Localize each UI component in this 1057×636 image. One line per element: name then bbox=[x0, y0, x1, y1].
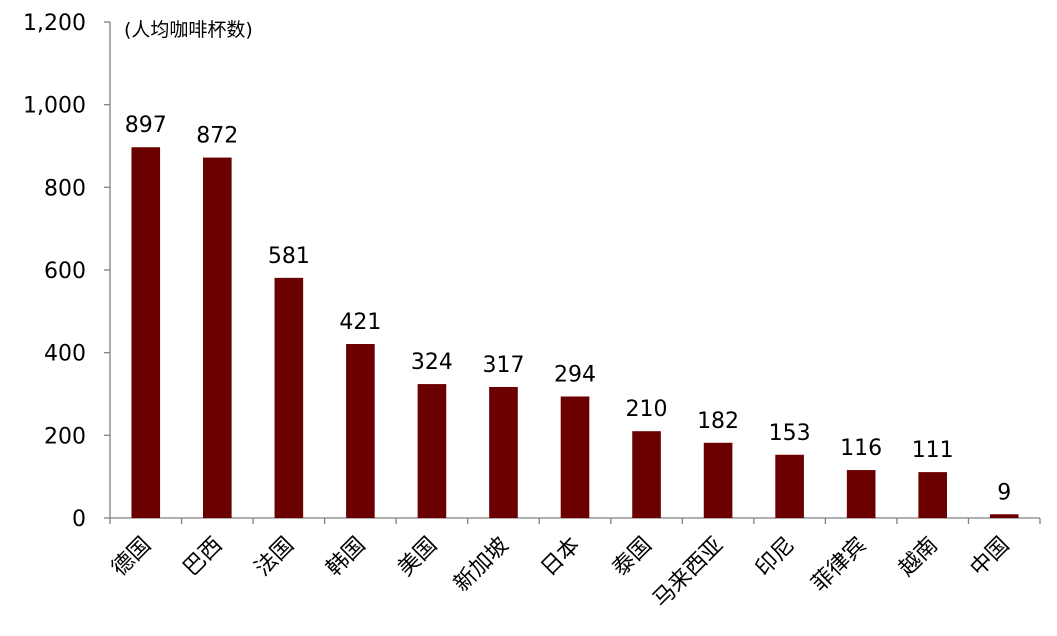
bar bbox=[560, 396, 590, 518]
data-label: 897 bbox=[125, 113, 167, 138]
y-tick-label: 800 bbox=[44, 176, 86, 201]
category-label: 马来西亚 bbox=[648, 533, 728, 613]
y-tick-label: 400 bbox=[44, 342, 86, 367]
bar bbox=[346, 343, 375, 518]
bar bbox=[489, 386, 518, 518]
y-tick-label: 600 bbox=[44, 259, 86, 284]
data-label: 116 bbox=[840, 436, 882, 461]
category-label: 中国 bbox=[966, 533, 1015, 582]
bar bbox=[703, 442, 733, 518]
data-label: 872 bbox=[196, 124, 238, 149]
y-tick-label: 0 bbox=[72, 507, 86, 532]
bar bbox=[989, 514, 1019, 518]
value-labels: 897 872 581 421 324 317 294 210 182 153 116 111 9 bbox=[125, 113, 1011, 505]
bar bbox=[632, 431, 661, 518]
data-label: 153 bbox=[769, 421, 811, 446]
y-tick-label: 1,000 bbox=[23, 94, 86, 119]
y-tick-label: 1,200 bbox=[23, 11, 86, 36]
category-label: 印尼 bbox=[751, 533, 800, 582]
y-unit-label: (人均咖啡杯数) bbox=[124, 19, 253, 41]
data-label: 421 bbox=[339, 310, 381, 335]
category-label: 泰国 bbox=[608, 533, 657, 582]
bar bbox=[131, 147, 161, 519]
data-label: 324 bbox=[411, 350, 453, 375]
category-label: 韩国 bbox=[322, 533, 371, 582]
category-label: 菲律宾 bbox=[807, 533, 871, 597]
data-label: 210 bbox=[626, 397, 668, 422]
category-label: 越南 bbox=[894, 533, 943, 582]
data-label: 294 bbox=[554, 362, 596, 387]
bar bbox=[203, 157, 232, 518]
category-label: 巴西 bbox=[179, 533, 228, 582]
y-ticks: 0 200 400 600 800 1,000 1,200 bbox=[23, 11, 110, 532]
bar bbox=[918, 472, 947, 518]
data-label: 9 bbox=[997, 480, 1011, 505]
data-label: 317 bbox=[482, 353, 524, 378]
y-tick-label: 200 bbox=[44, 424, 86, 449]
category-label: 美国 bbox=[393, 533, 442, 582]
bars bbox=[131, 147, 1019, 519]
bar bbox=[846, 470, 876, 518]
bar bbox=[417, 384, 447, 518]
category-label: 德国 bbox=[107, 533, 156, 582]
data-label: 581 bbox=[268, 244, 310, 269]
category-label: 新加坡 bbox=[449, 533, 513, 597]
data-label: 182 bbox=[697, 409, 739, 434]
x-ticks bbox=[109, 518, 1041, 524]
bar bbox=[274, 277, 304, 518]
category-label: 日本 bbox=[536, 533, 585, 582]
data-label: 111 bbox=[912, 438, 954, 463]
category-label: 法国 bbox=[250, 533, 299, 582]
bar bbox=[775, 454, 804, 518]
